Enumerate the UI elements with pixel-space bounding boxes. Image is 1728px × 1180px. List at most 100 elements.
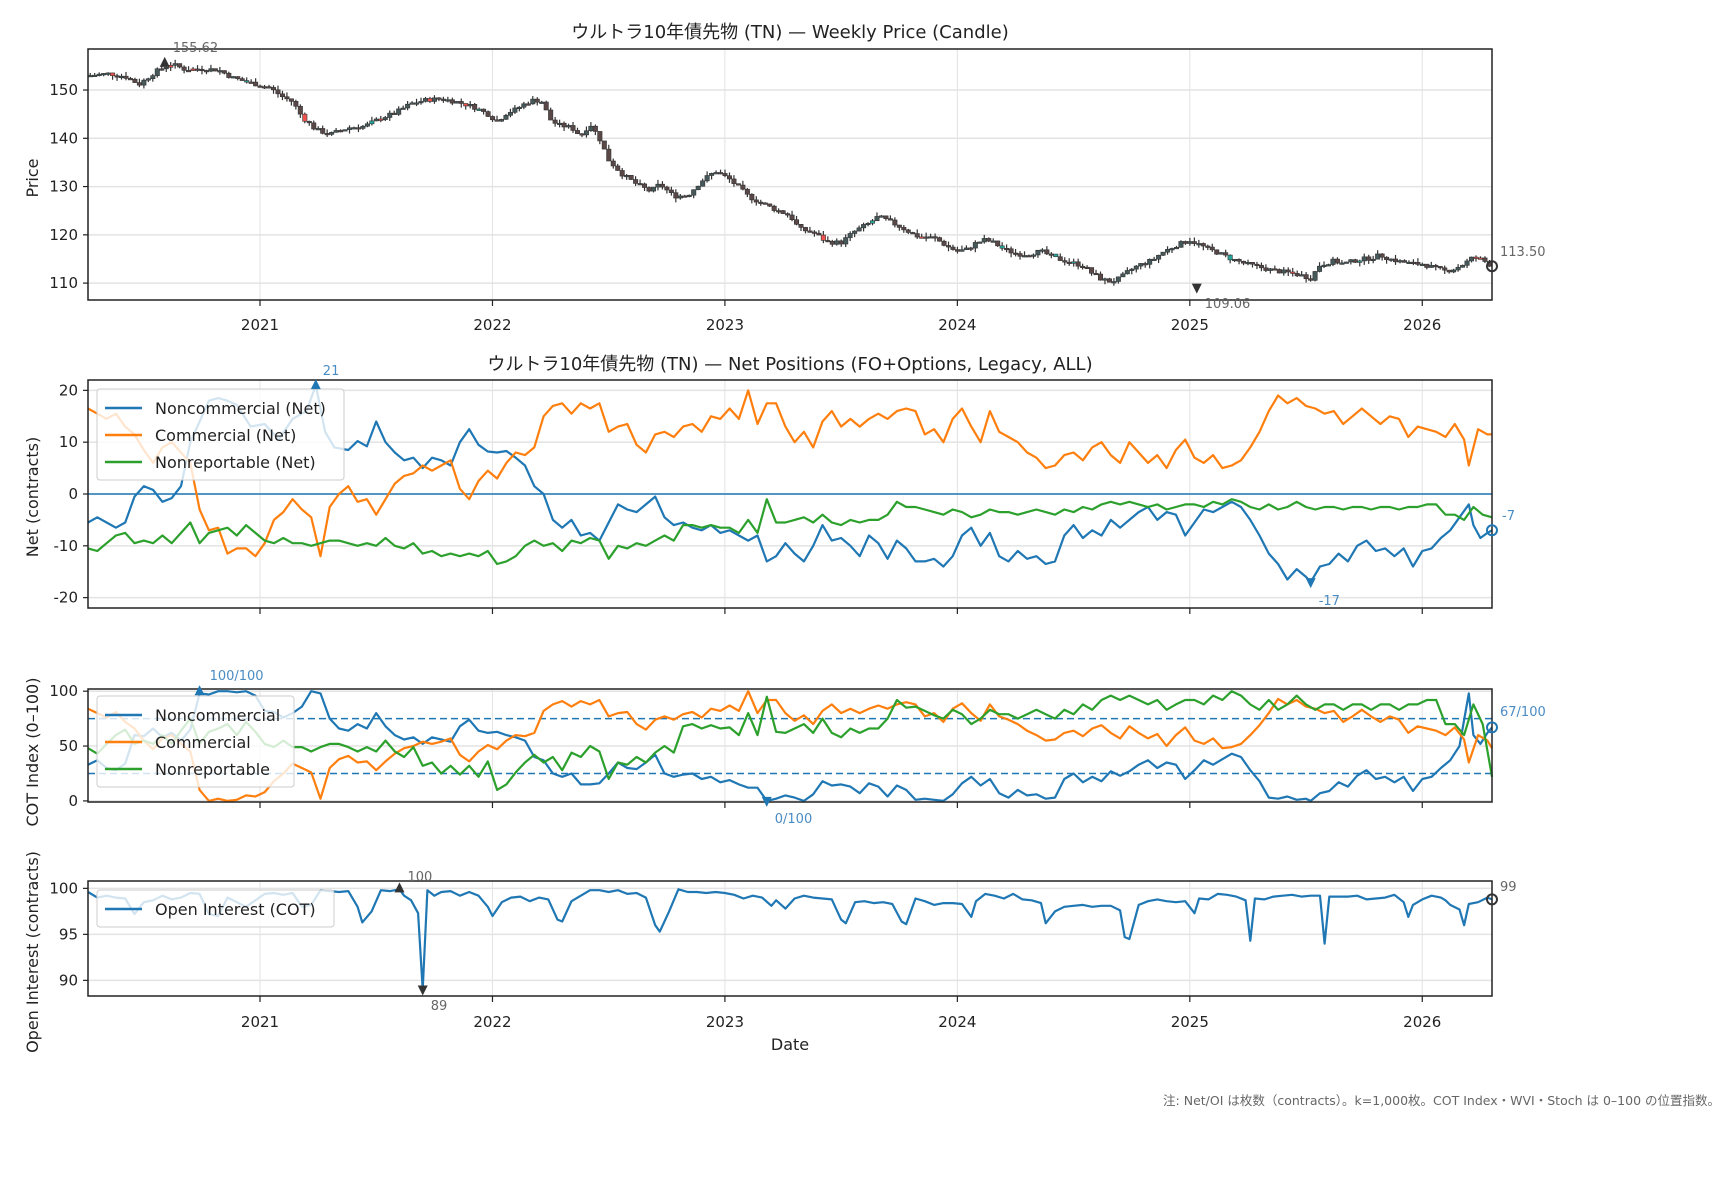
candle-body [1317,265,1323,272]
candle-body [1384,256,1390,261]
annotation-label: 67/100 [1500,705,1546,720]
max-marker-icon [159,56,170,67]
x-tick-label: 2023 [706,316,744,334]
candle-body [507,112,513,116]
legend-entry: Noncommercial (Net) [155,399,326,418]
candle-body [1473,256,1479,259]
candle-body [1066,261,1072,264]
candle-body [400,107,406,110]
candle-body [1397,260,1403,263]
candle-body [360,125,366,129]
candle-body [1030,254,1036,257]
candle-body [1057,256,1063,261]
candle-body [704,175,710,182]
candle-body [333,130,339,133]
candle-body [1254,263,1260,266]
plot-frame [87,48,1493,301]
annotation-label: 155.62 [173,41,219,56]
candle-body [713,172,719,175]
candle-body [248,81,254,84]
oi-panel: 2021 2022 2023 2024 2025 2026 90 95 100 Open Inte… [49,870,1516,1031]
y-tick-label: 130 [49,178,78,196]
candle-body [449,99,455,104]
candle-body [422,98,428,102]
candle-body [1120,273,1126,278]
candle-body [539,101,545,104]
x-tick-label: 2024 [938,1013,976,1031]
candle-body [498,119,504,122]
candle-body [293,101,299,107]
max-marker-icon [394,882,405,893]
annotation-label: 99 [1500,880,1517,895]
candle-body [990,240,996,243]
candle-body [1303,274,1309,280]
y-tick-label: 50 [59,737,78,755]
candle-body [726,175,732,180]
candle-body [467,104,473,107]
candle-body [1048,253,1054,256]
candle-body [123,75,129,79]
candle-body [454,101,460,104]
candle-body [1406,261,1412,264]
candle-body [878,215,884,218]
candle-body [1401,260,1407,263]
candle-body [141,79,147,86]
candle-body [659,183,665,188]
candle-body [382,117,388,120]
series-line-noncommercial [87,690,1493,802]
candle-body [159,68,165,71]
series-line-noncommercial-net [87,384,1493,584]
candle-body [1102,278,1108,281]
candle-body [203,70,209,73]
candle-body [1460,265,1466,268]
candle-body [682,195,688,198]
candle-body [811,231,817,234]
candle-body [494,119,500,122]
candle-body [695,185,701,191]
candle-body [1084,266,1090,269]
candle-body [749,193,755,201]
candle-body [901,227,907,231]
y-tick-label: 95 [59,925,78,943]
candle-body [592,125,598,132]
series-line-nonreportable-net [87,498,1493,566]
legend-entry: Open Interest (COT) [155,900,316,919]
candle-body [950,246,956,250]
candle-body [525,103,531,106]
candle-body [718,172,724,175]
candle-body [414,102,420,105]
candle-body [1464,260,1470,266]
candle-body [557,122,563,125]
candle-body [1451,269,1457,273]
candle-body [1308,278,1314,281]
candle-body [999,245,1005,249]
candle-body [910,232,916,235]
candle-body [601,140,607,150]
candle-body [418,101,424,104]
candle-body [981,238,987,243]
annotation-label: 0/100 [775,812,812,827]
candle-body [1151,258,1157,261]
legend-entry: Nonreportable (Net) [155,453,316,472]
candle-body [1348,259,1354,263]
candle-body [458,101,464,104]
x-tick-label: 2021 [241,1013,279,1031]
candle-body [1433,265,1439,268]
candle-body [937,237,943,242]
min-marker-icon [1305,578,1316,589]
candle-body [195,68,201,71]
candle-body [1415,262,1421,265]
candle-body [1419,263,1425,266]
y-tick-label: -20 [54,589,79,607]
candle-body [843,237,849,245]
candle-body [753,199,759,203]
candle-body [1477,257,1483,260]
last-marker-icon [1486,260,1498,273]
candle-body [1325,264,1331,267]
candle-body [431,97,437,102]
candle-body [1142,263,1148,266]
candle-body [785,213,791,216]
candle-body [1299,274,1305,277]
cot-panel: 0 50 100 Noncommercial Commercial Nonreportab… [49,669,1545,827]
candle-body [262,86,268,89]
